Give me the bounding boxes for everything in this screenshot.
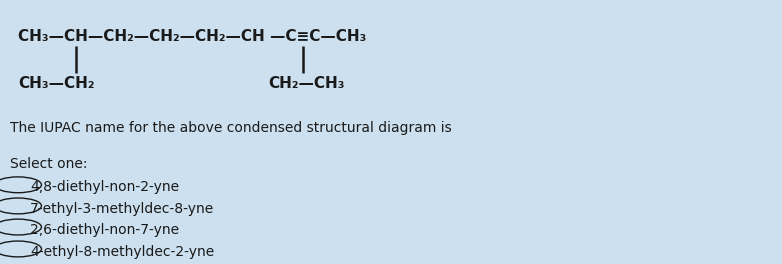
- Text: CH₃—CH₂: CH₃—CH₂: [18, 77, 95, 91]
- Text: Select one:: Select one:: [10, 157, 88, 171]
- Text: CH₂—CH₃: CH₂—CH₃: [268, 77, 345, 91]
- Text: CH₃—CH—CH₂—CH₂—CH₂—CH —C≡C—CH₃: CH₃—CH—CH₂—CH₂—CH₂—CH —C≡C—CH₃: [18, 29, 367, 44]
- Text: 4,8-diethyl-non-2-yne: 4,8-diethyl-non-2-yne: [30, 180, 179, 194]
- Text: 4-ethyl-8-methyldec-2-yne: 4-ethyl-8-methyldec-2-yne: [30, 244, 214, 258]
- Text: 2,6-diethyl-non-7-yne: 2,6-diethyl-non-7-yne: [30, 223, 179, 237]
- Text: 7-ethyl-3-methyldec-8-yne: 7-ethyl-3-methyldec-8-yne: [30, 201, 214, 215]
- Text: The IUPAC name for the above condensed structural diagram is: The IUPAC name for the above condensed s…: [10, 121, 452, 135]
